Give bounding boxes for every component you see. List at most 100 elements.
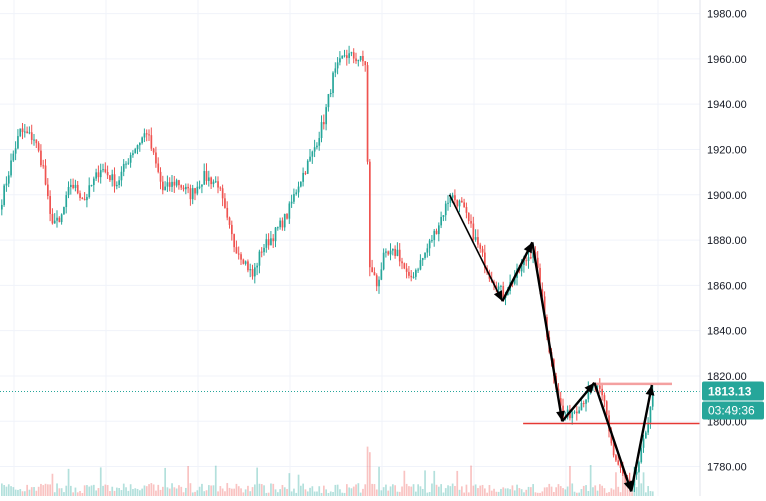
volume-bar (316, 491, 318, 496)
candle-body (249, 269, 252, 271)
candle-body (348, 53, 350, 58)
candle-body (231, 224, 233, 235)
price-badges: 1813.13 03:49:36 (702, 381, 764, 420)
volume-bar (546, 487, 548, 496)
candle-body (433, 230, 436, 241)
candle-body (194, 188, 196, 194)
candle-body (196, 186, 199, 194)
volume-bar (582, 485, 585, 496)
volume-bar (42, 485, 45, 496)
candle-body (359, 56, 362, 60)
candle-body (44, 165, 47, 185)
candle-body (442, 215, 445, 217)
candle-body (47, 184, 49, 197)
trend-arrow-head (523, 242, 533, 254)
candle-body (203, 171, 206, 185)
candle-body (454, 195, 456, 201)
candle-body (214, 181, 217, 183)
candle-body (281, 220, 284, 228)
candle-body (316, 145, 318, 148)
volume-bar (523, 492, 525, 496)
volume-bar (408, 486, 410, 496)
volume-bar (320, 492, 323, 496)
candle-body (67, 186, 70, 196)
candle-body (332, 72, 334, 94)
candle-body (297, 186, 300, 193)
candle-body (513, 277, 516, 284)
candle-body (470, 221, 472, 224)
candle-body (401, 261, 403, 264)
volume-bar (472, 485, 475, 496)
volume-bar (440, 484, 442, 496)
volume-bar (559, 486, 562, 496)
candle-body (587, 388, 590, 400)
candle-body (106, 172, 109, 176)
candle-body (320, 122, 323, 139)
volume-bar (14, 489, 17, 496)
volume-bar (17, 489, 19, 496)
volume-bar (272, 483, 275, 496)
volume-bar (164, 467, 166, 496)
volume-bar (173, 487, 176, 496)
volume-bar (288, 473, 291, 496)
candle-body (585, 399, 587, 404)
candle-body (398, 249, 401, 262)
candle-body (83, 198, 86, 201)
candle-body (543, 296, 546, 317)
volume-bar (442, 492, 445, 496)
volume-bar (79, 490, 81, 496)
volume-bar (122, 483, 125, 496)
volume-bar (421, 488, 424, 496)
volume-bar (458, 489, 461, 496)
volume-bar (141, 488, 143, 496)
volume-bar (106, 485, 109, 496)
candle-body (605, 401, 608, 416)
volume-bar (185, 487, 187, 496)
candle-body (352, 52, 355, 59)
candle-body (7, 175, 10, 184)
candle-body (228, 217, 231, 225)
volume-bar (88, 486, 91, 496)
candle-body (120, 171, 123, 181)
volume-bar (350, 488, 353, 496)
candle-body (35, 139, 38, 144)
volume-bar (47, 484, 49, 496)
candle-body (313, 147, 316, 152)
candle-body (417, 269, 419, 271)
volume-bars (1, 446, 654, 496)
horizontal-lines (0, 382, 700, 425)
candle-body (520, 264, 523, 272)
candle-body (341, 55, 344, 59)
candle-body (258, 251, 261, 266)
volume-bar (596, 490, 599, 496)
volume-bar (566, 486, 569, 496)
volume-bar (162, 486, 164, 496)
candle-body (286, 214, 288, 219)
price-axis[interactable]: 1780.001800.001820.001840.001860.001880.… (699, 0, 747, 496)
volume-bar (290, 491, 293, 496)
candle-body (58, 217, 61, 223)
volume-bar (12, 487, 15, 496)
candle-body (343, 55, 346, 57)
volume-bar (619, 492, 622, 496)
candle-body (431, 240, 433, 242)
volume-bar (191, 492, 194, 496)
volume-bar (260, 484, 263, 496)
candle-body (539, 267, 541, 290)
candle-body (244, 261, 247, 264)
candle-body (217, 181, 219, 188)
trend-arrow-shaft (531, 242, 564, 422)
candle-body (327, 94, 330, 108)
trend-arrow-shaft (448, 194, 504, 302)
volume-bar (594, 485, 597, 496)
volume-bar (86, 485, 88, 496)
candle-body (304, 172, 307, 174)
candle-body (500, 285, 502, 287)
volume-bar (212, 485, 215, 496)
volume-bar (3, 485, 5, 496)
volume-bar (431, 483, 433, 496)
candle-body (208, 177, 210, 181)
volume-bar (329, 491, 332, 496)
